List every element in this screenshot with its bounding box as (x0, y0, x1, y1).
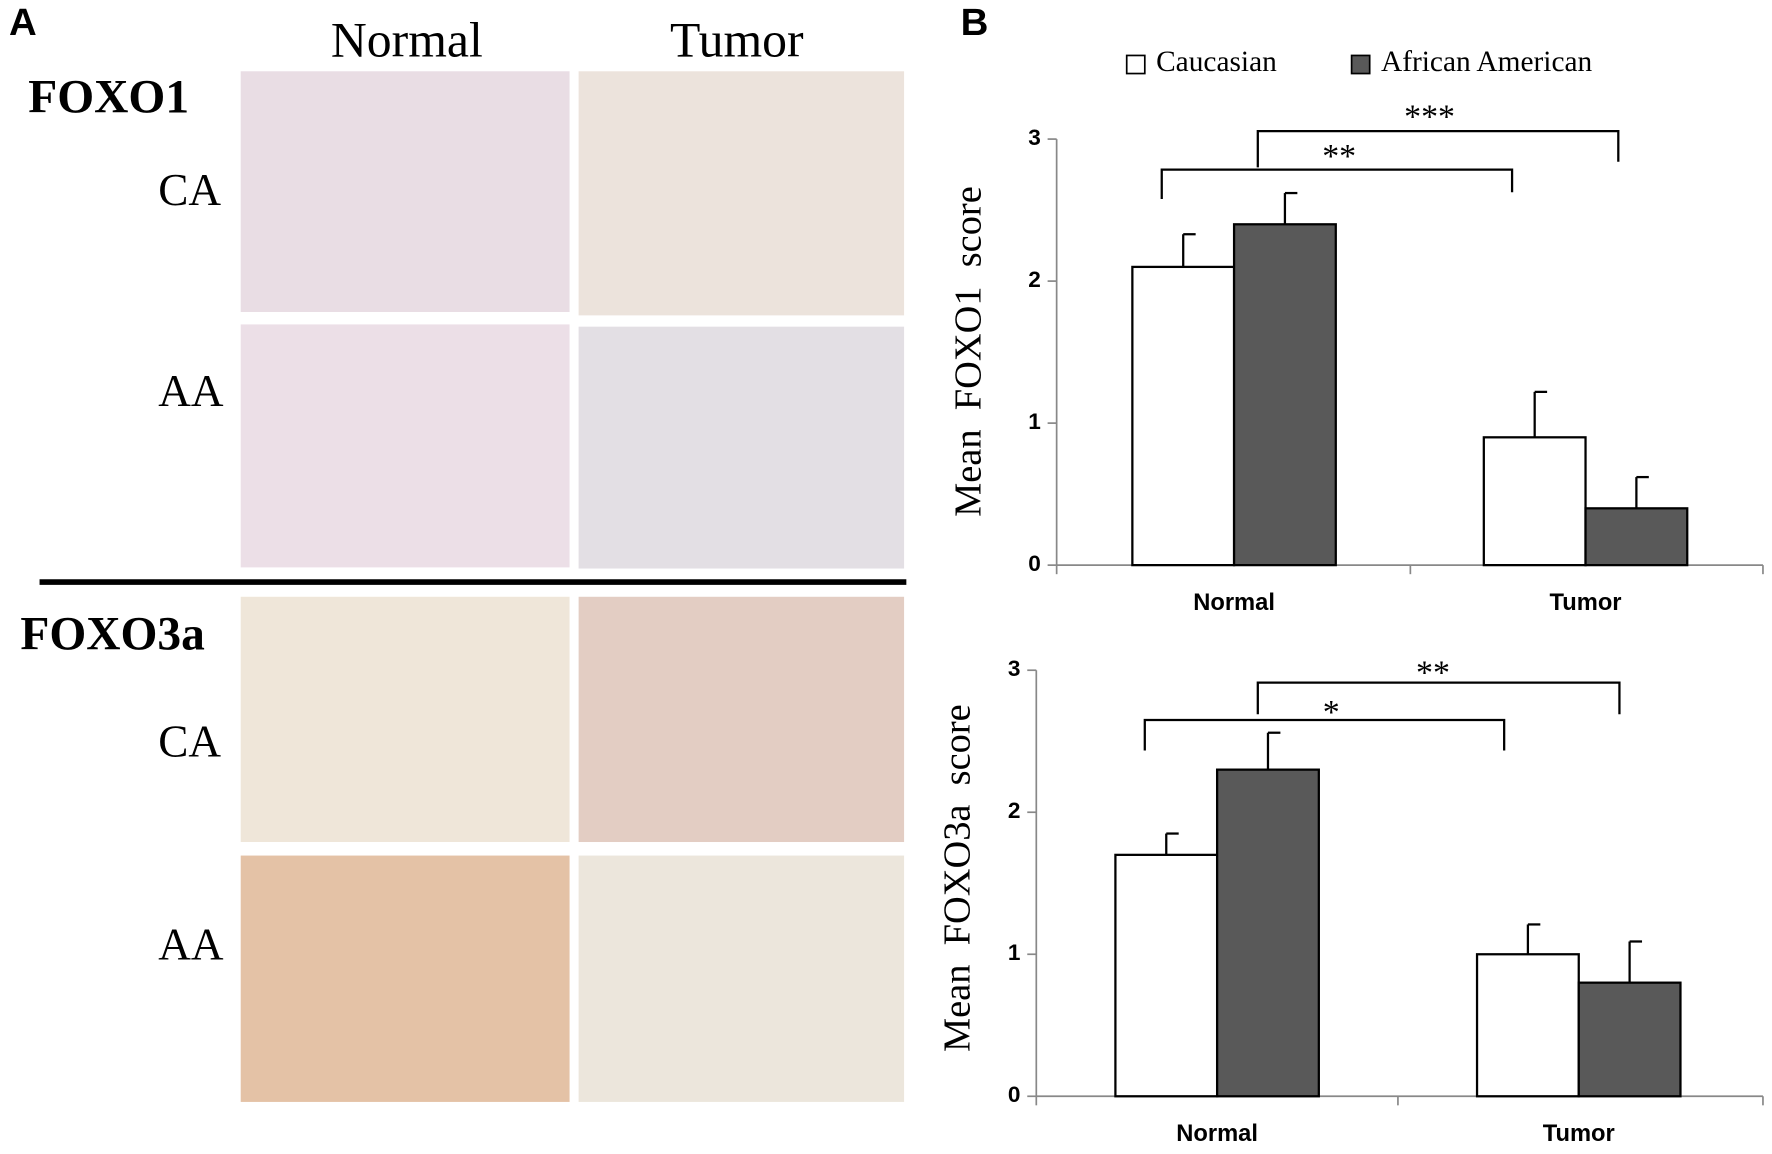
micrograph (578, 326, 905, 569)
significance-label: ** (1416, 655, 1450, 692)
bar (1215, 768, 1320, 1098)
x-tick-label: Normal (1193, 590, 1275, 616)
significance-label: *** (1404, 99, 1455, 136)
legend-swatch (1125, 54, 1146, 75)
micrograph (240, 855, 570, 1102)
y-tick-label: 1 (1028, 409, 1041, 434)
micrograph (578, 855, 905, 1102)
significance-bracket (1256, 681, 1621, 715)
micrograph (240, 596, 570, 843)
significance-label: ** (1322, 138, 1356, 175)
legend-swatch (1350, 54, 1371, 75)
bar (1114, 853, 1219, 1098)
legend-label: African American (1381, 46, 1593, 78)
y-axis-label: Mean FOXO3a score (936, 704, 978, 1052)
column-header: Tumor (670, 13, 804, 68)
significance-label: * (1323, 694, 1340, 731)
bar (1475, 953, 1580, 1098)
y-tick-label: 3 (1008, 656, 1021, 681)
y-tick-label: 3 (1028, 125, 1041, 150)
y-tick-label: 0 (1028, 551, 1041, 576)
micrograph (578, 596, 905, 843)
group-label: FOXO1 (28, 72, 189, 124)
x-tick-label: Tumor (1543, 1121, 1615, 1147)
row-label: AA (158, 366, 224, 416)
significance-bracket (1160, 168, 1514, 199)
row-label: CA (158, 165, 221, 215)
significance-bracket (1256, 130, 1620, 168)
micrograph (240, 71, 570, 312)
row-label: CA (158, 716, 221, 766)
panel-label: A (9, 1, 37, 44)
x-tick-label: Tumor (1550, 590, 1622, 616)
group-label: FOXO3a (20, 608, 205, 660)
significance-bracket (1143, 718, 1506, 751)
x-tick-label: Normal (1176, 1121, 1258, 1147)
bar (1131, 265, 1236, 567)
panel-label: B (961, 1, 989, 44)
bar (1482, 436, 1587, 567)
bar (1232, 223, 1337, 567)
column-header: Normal (331, 13, 483, 68)
micrograph (240, 324, 570, 568)
row-label: AA (158, 920, 224, 970)
legend-label: Caucasian (1156, 46, 1277, 78)
bar (1584, 507, 1689, 567)
micrograph (578, 71, 905, 316)
micrographs (39, 71, 907, 1102)
y-tick-label: 2 (1028, 267, 1041, 292)
y-tick-label: 2 (1008, 798, 1021, 823)
y-axis-label: Mean FOXO1 score (948, 186, 990, 517)
y-tick-label: 0 (1008, 1082, 1021, 1107)
bar (1577, 981, 1682, 1098)
y-tick-label: 1 (1008, 940, 1021, 965)
